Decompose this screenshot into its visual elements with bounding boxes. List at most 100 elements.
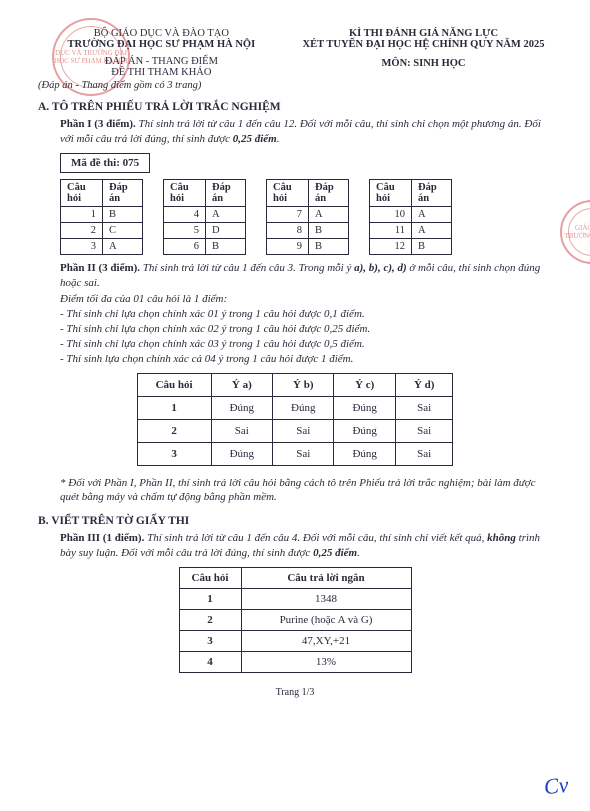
header-ministry: BỘ GIÁO DỤC VÀ ĐÀO TẠO bbox=[38, 28, 285, 39]
p3-ans: 13% bbox=[241, 651, 411, 672]
col-a: Đáp án bbox=[309, 179, 349, 206]
col-q: Câu hỏi bbox=[370, 179, 412, 206]
a: A bbox=[309, 206, 349, 222]
header: BỘ GIÁO DỤC VÀ ĐÀO TẠO TRƯỜNG ĐẠI HỌC SƯ… bbox=[38, 28, 552, 78]
signature-mark: Cv bbox=[542, 772, 569, 800]
q: 2 bbox=[61, 222, 103, 238]
p3-q: 4 bbox=[179, 651, 241, 672]
col-a: Đáp án bbox=[103, 179, 143, 206]
q: 9 bbox=[267, 238, 309, 254]
p2-a: Đúng bbox=[211, 442, 272, 465]
q: 10 bbox=[370, 206, 412, 222]
a: B bbox=[412, 238, 452, 254]
page-footer: Trang 1/3 bbox=[38, 687, 552, 698]
table-row: 1 Đúng Đúng Đúng Sai bbox=[137, 396, 453, 419]
p3-ans: 47,XY,+21 bbox=[241, 630, 411, 651]
part1-label: Phần I (3 điểm). bbox=[60, 118, 136, 130]
q: 7 bbox=[267, 206, 309, 222]
part1-intro: Phần I (3 điểm). Thí sinh trả lời từ câu… bbox=[38, 117, 552, 147]
p3-h-ans: Câu trả lời ngắn bbox=[241, 567, 411, 588]
answer-table-4: Câu hỏiĐáp án 10A 11A 12B bbox=[369, 179, 452, 255]
p3-q: 1 bbox=[179, 588, 241, 609]
p2-d: Sai bbox=[395, 442, 452, 465]
p2-q: 1 bbox=[137, 396, 211, 419]
stamp-text: GIÁO DỤC TRƯỜNG ĐẠI SƯ bbox=[562, 224, 590, 240]
q: 4 bbox=[164, 206, 206, 222]
a: B bbox=[206, 238, 246, 254]
p3-ans: Purine (hoặc A và G) bbox=[241, 609, 411, 630]
a: A bbox=[412, 206, 452, 222]
p2-a: Đúng bbox=[211, 396, 272, 419]
stamp-right: GIÁO DỤC TRƯỜNG ĐẠI SƯ bbox=[560, 200, 590, 264]
p2-d: Sai bbox=[395, 396, 452, 419]
a: A bbox=[412, 222, 452, 238]
part3-intro: Phần III (1 điểm). Thí sinh trả lời từ c… bbox=[38, 531, 552, 561]
part3-table: Câu hỏi Câu trả lời ngắn 1 1348 2 Purine… bbox=[179, 567, 412, 673]
part1-answer-tables: Câu hỏiĐáp án 1B 2C 3A Câu hỏiĐáp án 4A … bbox=[38, 179, 552, 255]
p2-c: Đúng bbox=[334, 442, 395, 465]
p3-h-q: Câu hỏi bbox=[179, 567, 241, 588]
q: 12 bbox=[370, 238, 412, 254]
p2-b: Đúng bbox=[273, 396, 334, 419]
p2-a: Sai bbox=[211, 419, 272, 442]
p3-ans: 1348 bbox=[241, 588, 411, 609]
page: DỤC VÀ TRƯỜNG ĐẠI HỌC SƯ PHẠM HÀ NỘI GIÁ… bbox=[0, 0, 590, 811]
answer-table-3: Câu hỏiĐáp án 7A 8B 9B bbox=[266, 179, 349, 255]
header-exam-sub: XÉT TUYỂN ĐẠI HỌC HỆ CHÍNH QUY NĂM 2025 bbox=[295, 39, 552, 50]
a: A bbox=[206, 206, 246, 222]
p2-h-d: Ý d) bbox=[395, 373, 452, 396]
part2-note3: - Thí sinh chỉ lựa chọn chính xác 03 ý t… bbox=[38, 337, 552, 352]
table-row: 3 Đúng Sai Đúng Sai bbox=[137, 442, 453, 465]
p3-q: 2 bbox=[179, 609, 241, 630]
col-a: Đáp án bbox=[206, 179, 246, 206]
part3-label: Phần III (1 điểm). bbox=[60, 532, 144, 544]
part2-table: Câu hỏi Ý a) Ý b) Ý c) Ý d) 1 Đúng Đúng … bbox=[137, 373, 454, 466]
p2-h-a: Ý a) bbox=[211, 373, 272, 396]
header-university: TRƯỜNG ĐẠI HỌC SƯ PHẠM HÀ NỘI bbox=[38, 39, 285, 50]
part2-note4: - Thí sinh lựa chọn chính xác cả 04 ý tr… bbox=[38, 352, 552, 367]
header-answer-key: ĐÁP ÁN - THANG ĐIỂM bbox=[38, 56, 285, 67]
table-row: 4 13% bbox=[179, 651, 411, 672]
header-left: BỘ GIÁO DỤC VÀ ĐÀO TẠO TRƯỜNG ĐẠI HỌC SƯ… bbox=[38, 28, 285, 78]
q: 5 bbox=[164, 222, 206, 238]
part3-bold: không bbox=[487, 532, 516, 544]
table-row: 2 Purine (hoặc A và G) bbox=[179, 609, 411, 630]
q: 1 bbox=[61, 206, 103, 222]
part2-note2: - Thí sinh chỉ lựa chọn chính xác 02 ý t… bbox=[38, 322, 552, 337]
part2-note0: Điểm tối đa của 01 câu hỏi là 1 điểm: bbox=[38, 292, 552, 307]
q: 3 bbox=[61, 238, 103, 254]
part2-note1: - Thí sinh chỉ lựa chọn chính xác 01 ý t… bbox=[38, 307, 552, 322]
a: A bbox=[103, 238, 143, 254]
part3-text1: Thí sinh trả lời từ câu 1 đến câu 4. Đối… bbox=[147, 532, 484, 544]
ma-de-box: Mã đề thi: 075 bbox=[38, 153, 552, 173]
table-row: 3 47,XY,+21 bbox=[179, 630, 411, 651]
a: B bbox=[309, 222, 349, 238]
header-right: KÌ THI ĐÁNH GIÁ NĂNG LỰC XÉT TUYỂN ĐẠI H… bbox=[295, 28, 552, 78]
answer-table-2: Câu hỏiĐáp án 4A 5D 6B bbox=[163, 179, 246, 255]
header-exam-ref: ĐỀ THI THAM KHẢO bbox=[38, 67, 285, 78]
a: C bbox=[103, 222, 143, 238]
col-q: Câu hỏi bbox=[267, 179, 309, 206]
col-q: Câu hỏi bbox=[61, 179, 103, 206]
a: B bbox=[309, 238, 349, 254]
table-row: 2 Sai Sai Đúng Sai bbox=[137, 419, 453, 442]
p2-h-c: Ý c) bbox=[334, 373, 395, 396]
p2-h-q: Câu hỏi bbox=[137, 373, 211, 396]
a: D bbox=[206, 222, 246, 238]
p2-b: Sai bbox=[273, 442, 334, 465]
header-exam-title: KÌ THI ĐÁNH GIÁ NĂNG LỰC bbox=[295, 28, 552, 39]
part2-text1b: a), b), c), d) bbox=[354, 262, 407, 274]
part2-label: Phần II (3 điểm). bbox=[60, 262, 140, 274]
p3-q: 3 bbox=[179, 630, 241, 651]
p2-b: Sai bbox=[273, 419, 334, 442]
p2-c: Đúng bbox=[334, 396, 395, 419]
answer-table-1: Câu hỏiĐáp án 1B 2C 3A bbox=[60, 179, 143, 255]
header-subject: MÔN: SINH HỌC bbox=[295, 58, 552, 69]
col-q: Câu hỏi bbox=[164, 179, 206, 206]
section-a-title: A. TÔ TRÊN PHIẾU TRẢ LỜI TRẮC NGHIỆM bbox=[38, 101, 552, 113]
section-a-note-star: * Đối với Phần I, Phần II, thí sinh trả … bbox=[38, 476, 552, 506]
section-b-title: B. VIẾT TRÊN TỜ GIẤY THI bbox=[38, 515, 552, 527]
q: 6 bbox=[164, 238, 206, 254]
p2-c: Đúng bbox=[334, 419, 395, 442]
ma-de-label: Mã đề thi: 075 bbox=[60, 153, 150, 173]
